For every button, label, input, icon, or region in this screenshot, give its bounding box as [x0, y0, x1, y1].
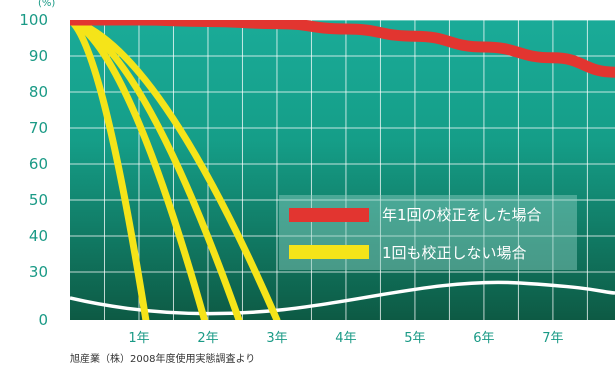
series-line-no-calibration	[70, 20, 150, 320]
x-tick-label: 5年	[404, 331, 425, 346]
y-tick-label: 60	[29, 155, 48, 173]
y-tick-label: 30	[29, 263, 48, 281]
series-layer	[70, 20, 615, 320]
y-axis-unit: (%)	[38, 0, 55, 9]
grid	[70, 20, 615, 320]
series-line-annual-calibration	[70, 20, 615, 78]
y-tick-label: 90	[29, 47, 48, 65]
legend: 年1回の校正をした場合 1回も校正しない場合	[279, 195, 577, 270]
x-tick-label: 3年	[266, 331, 287, 346]
source-note: 旭産業（株）2008年度使用実態調査より	[70, 352, 255, 365]
x-tick-label: 4年	[335, 331, 356, 346]
x-tick-label: 2年	[197, 331, 218, 346]
x-tick-label: 6年	[473, 331, 494, 346]
y-tick-label: 50	[29, 191, 48, 209]
x-axis-ticks: 1年 2年 3年 4年 5年 6年 7年	[128, 331, 563, 346]
baseline-wave	[70, 280, 615, 316]
x-tick-label: 7年	[542, 331, 563, 346]
y-tick-label: 70	[29, 119, 48, 137]
legend-swatch-yellow	[289, 245, 369, 259]
y-axis-ticks: 100 90 80 70 60 50 40 30 0	[19, 11, 48, 329]
y-tick-label: 100	[19, 11, 48, 29]
legend-label-yellow: 1回も校正しない場合	[382, 244, 527, 262]
series-line-no-calibration	[70, 20, 281, 320]
y-tick-label: 0	[38, 311, 48, 329]
y-tick-label: 80	[29, 83, 48, 101]
legend-swatch-red	[289, 208, 369, 222]
x-tick-label: 1年	[128, 331, 149, 346]
plot-background	[70, 20, 615, 320]
legend-label-red: 年1回の校正をした場合	[382, 206, 542, 224]
y-tick-label: 40	[29, 227, 48, 245]
